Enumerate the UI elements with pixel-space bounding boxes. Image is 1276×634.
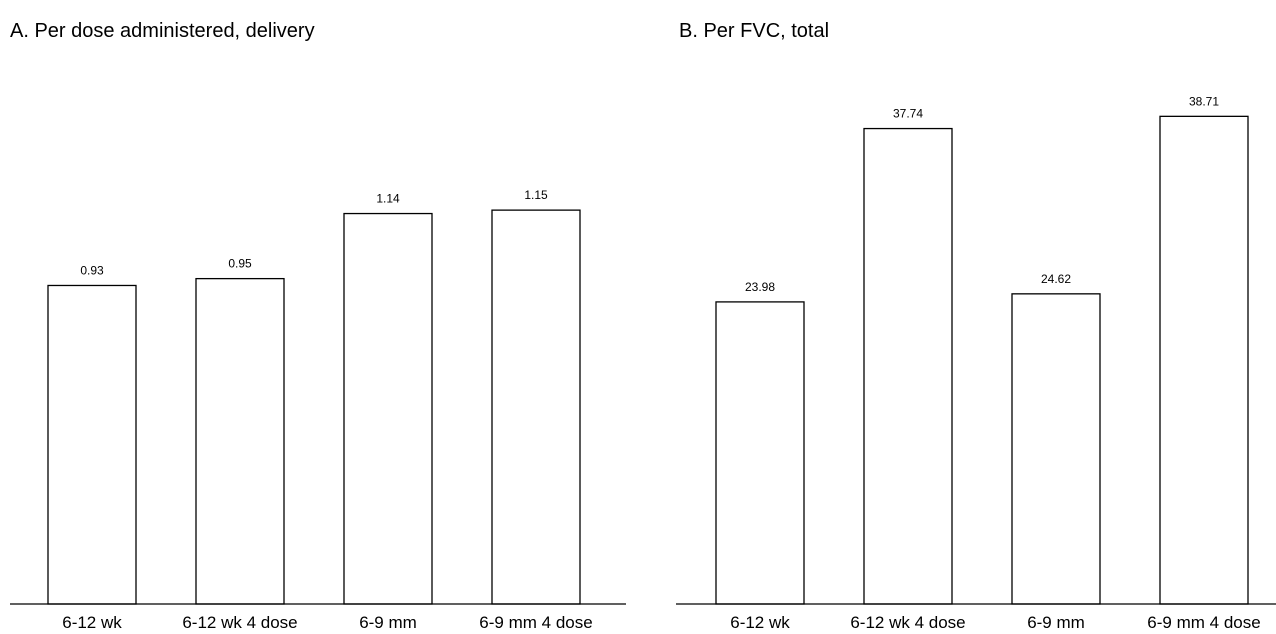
x-tick-label-a-2: 6-12 wk 4 dose bbox=[182, 613, 297, 632]
x-tick-label-a-3: 6-9 mm bbox=[359, 613, 417, 632]
bar-b-2 bbox=[863, 127, 953, 605]
bar-b-1 bbox=[715, 301, 805, 605]
data-label-b-4: 38.71 bbox=[1189, 94, 1219, 108]
x-tick-label-b-3: 6-9 mm bbox=[1027, 613, 1085, 632]
data-label-a-1: 0.93 bbox=[80, 263, 104, 277]
x-tick-label-b-1: 6-12 wk bbox=[730, 613, 790, 632]
chart-title-a: A. Per dose administered, delivery bbox=[10, 20, 315, 42]
data-label-a-2: 0.95 bbox=[228, 257, 252, 271]
bar-b-3 bbox=[1011, 293, 1101, 605]
bar-a-3 bbox=[343, 212, 433, 605]
bar-b-4 bbox=[1159, 115, 1249, 605]
data-label-b-3: 24.62 bbox=[1041, 272, 1071, 286]
data-label-a-4: 1.15 bbox=[524, 188, 548, 202]
bar-a-2 bbox=[195, 277, 285, 605]
data-label-b-2: 37.74 bbox=[893, 107, 923, 121]
x-tick-label-a-4: 6-9 mm 4 dose bbox=[479, 613, 592, 632]
chart-panel-b: B. Per FVC, total 23.98 6-12 wk 37.74 6-12 … bbox=[676, 20, 1276, 632]
x-tick-label-a-1: 6-12 wk bbox=[62, 613, 122, 632]
x-tick-label-b-4: 6-9 mm 4 dose bbox=[1147, 613, 1260, 632]
chart-title-b: B. Per FVC, total bbox=[679, 20, 829, 42]
data-label-b-1: 23.98 bbox=[745, 280, 775, 294]
bar-a-1 bbox=[47, 284, 137, 605]
x-tick-label-b-2: 6-12 wk 4 dose bbox=[850, 613, 965, 632]
data-label-a-3: 1.14 bbox=[376, 192, 400, 206]
bar-a-4 bbox=[491, 209, 581, 605]
chart-panel-a: A. Per dose administered, delivery 0.93 6… bbox=[10, 20, 626, 632]
